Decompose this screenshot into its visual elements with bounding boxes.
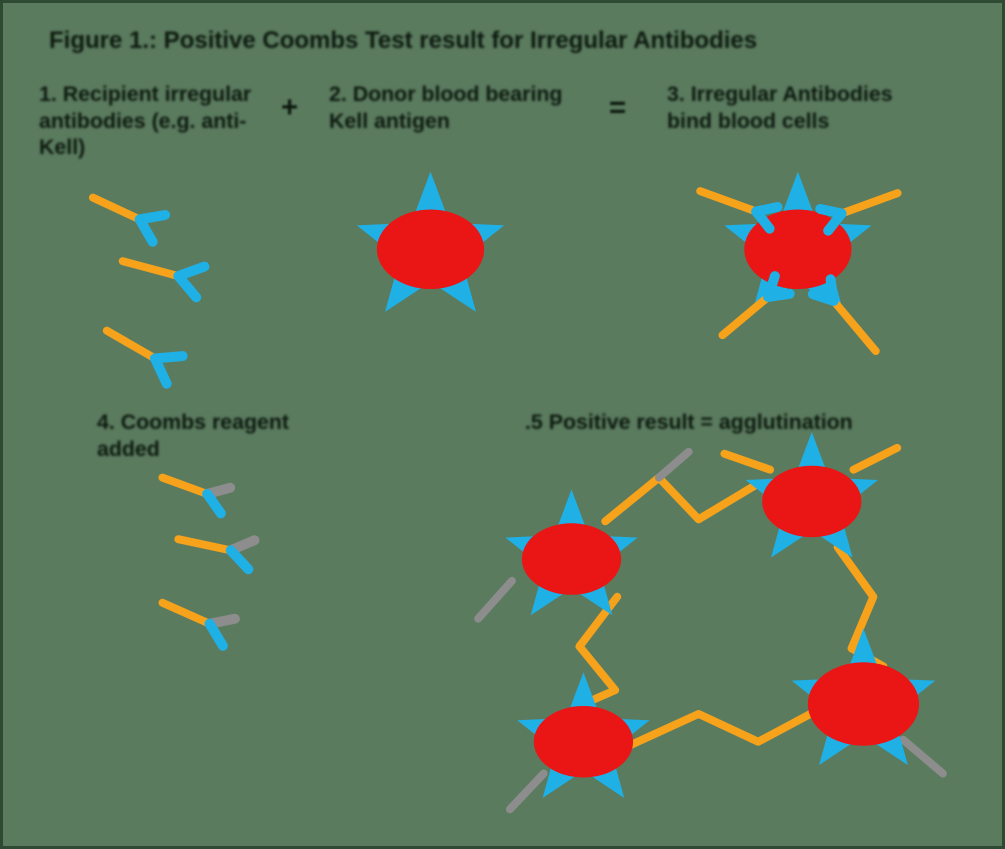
coombs-test-figure: Figure 1.: Positive Coombs Test result f… <box>0 0 1005 849</box>
diagram-canvas <box>3 3 1002 846</box>
